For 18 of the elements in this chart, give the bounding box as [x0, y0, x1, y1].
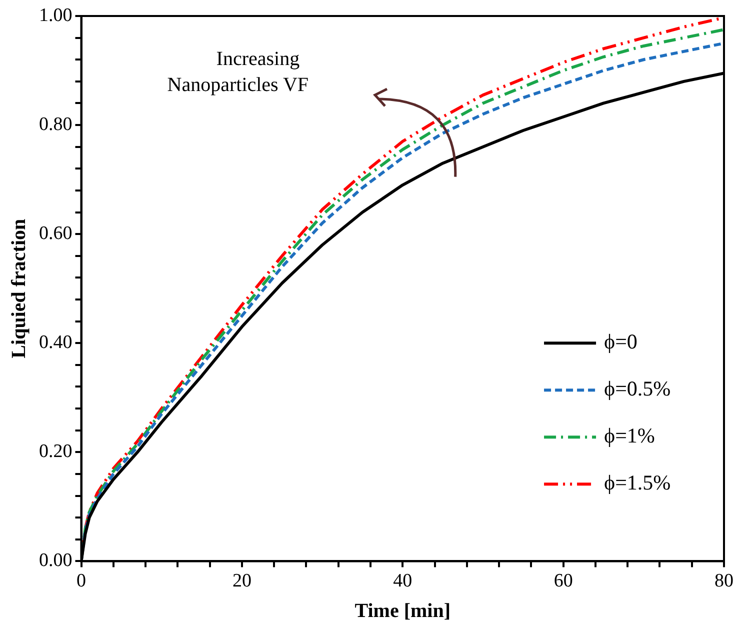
y-tick-label: 0.80 — [39, 114, 72, 136]
x-axis-title: Time [min] — [354, 600, 450, 622]
y-tick-label: 0.40 — [39, 332, 72, 354]
legend-label: ϕ=0.5% — [604, 376, 671, 401]
y-axis-title: Liquied fraction — [8, 218, 30, 358]
x-tick-label: 20 — [232, 570, 252, 592]
y-tick-label: 0.00 — [39, 550, 72, 572]
y-tick-label: 0.20 — [39, 441, 72, 462]
x-tick-label: 60 — [554, 570, 573, 592]
legend-label: ϕ=0 — [604, 330, 638, 354]
y-tick-label: 1.00 — [39, 4, 72, 26]
annotation: Increasing Nanoparticles VF — [167, 48, 309, 96]
x-tick-label: 80 — [714, 570, 734, 592]
x-tick-label: 40 — [393, 570, 412, 592]
legend-label: ϕ=1.5% — [604, 470, 671, 495]
y-tick-label: 0.60 — [39, 223, 72, 244]
x-tick-label: 0 — [76, 570, 86, 592]
legend-label: ϕ=1% — [604, 424, 655, 448]
